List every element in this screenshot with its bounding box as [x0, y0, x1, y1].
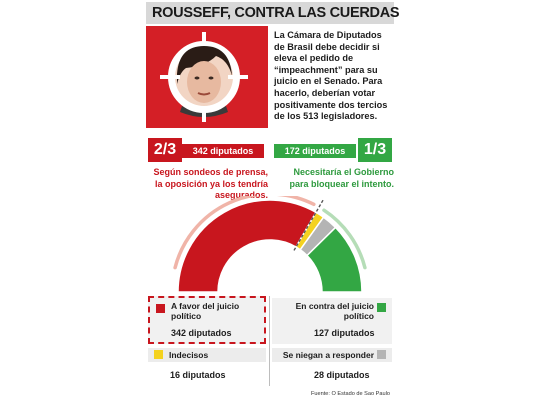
slice-favor [177, 199, 318, 293]
legend-favor-value: 342 diputados [171, 328, 232, 338]
headline-bar: ROUSSEFF, CONTRA LAS CUERDAS [146, 2, 400, 24]
legend-favor-swatch [156, 304, 165, 313]
legend-indecisos: Indecisos [148, 348, 266, 362]
legend-niegan-value: 28 diputados [314, 370, 370, 380]
favor-fraction-badge: 2/3 [148, 138, 182, 162]
slice-contra [305, 226, 363, 293]
half-donut-chart [173, 196, 367, 293]
legend-favor: A favor del juicio político 342 diputado… [148, 296, 266, 344]
headline: ROUSSEFF, CONTRA LAS CUERDAS [152, 5, 400, 21]
favor-arrow [173, 196, 316, 270]
photo-panel [146, 26, 268, 128]
legend-niegan-label: Se niegan a responder [282, 350, 374, 360]
legend-contra-swatch [377, 303, 386, 312]
source-credit: Fuente: O Estado de Sao Paulo [311, 391, 390, 397]
legend-niegan-swatch [377, 350, 386, 359]
favor-count-badge: 342 diputados [182, 144, 264, 158]
favor-note: Según sondeos de prensa, la oposición ya… [153, 167, 268, 200]
infographic: ROUSSEFF, CONTRA LAS CUERDAS La Cámara d… [146, 0, 400, 405]
chart-arrows [173, 196, 367, 270]
legend-indecisos-value: 16 diputados [170, 370, 226, 380]
legend-indecisos-label: Indecisos [169, 350, 209, 360]
legend-favor-label: A favor del juicio político [171, 301, 240, 321]
legend-divider [269, 296, 270, 386]
intro-text: La Cámara de Diputados de Brasil debe de… [274, 30, 388, 122]
legend-niegan: Se niegan a responder [272, 348, 392, 362]
contra-note: Necesitaría el Gobierno para bloquear el… [289, 167, 394, 189]
legend-contra-value: 127 diputados [314, 328, 375, 338]
legend-indecisos-swatch [154, 350, 163, 359]
contra-arrow [322, 208, 367, 270]
legend-contra-label: En contra del juicio político [295, 301, 374, 321]
contra-count-badge: 172 diputados [274, 144, 356, 158]
chart-slices [177, 199, 363, 293]
crosshair-portrait-icon [160, 32, 248, 122]
legend-contra: En contra del juicio político 127 diputa… [272, 298, 392, 344]
contra-fraction-badge: 1/3 [358, 138, 392, 162]
